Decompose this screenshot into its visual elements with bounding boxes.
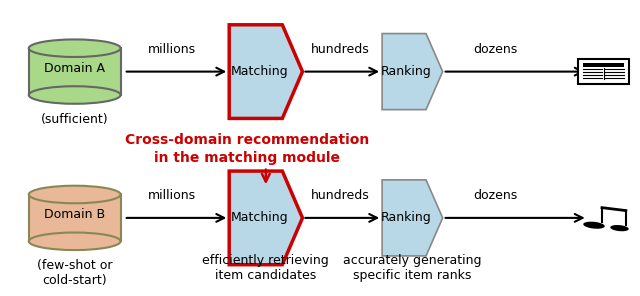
Text: Domain B: Domain B	[44, 208, 105, 221]
Text: Ranking: Ranking	[381, 65, 431, 78]
Text: in the matching module: in the matching module	[154, 151, 340, 165]
Text: dozens: dozens	[473, 43, 517, 56]
Text: Matching: Matching	[230, 211, 288, 224]
Text: hundreds: hundreds	[311, 189, 370, 202]
Text: hundreds: hundreds	[311, 43, 370, 56]
Ellipse shape	[29, 186, 120, 203]
Bar	[29, 194, 120, 241]
Text: millions: millions	[147, 189, 196, 202]
Text: Domain A: Domain A	[44, 62, 105, 75]
Text: millions: millions	[147, 43, 196, 56]
Text: accurately generating
specific item ranks: accurately generating specific item rank…	[343, 254, 482, 282]
Ellipse shape	[29, 233, 120, 250]
Text: dozens: dozens	[473, 189, 517, 202]
Polygon shape	[382, 180, 443, 256]
Ellipse shape	[583, 222, 605, 229]
Bar	[583, 63, 624, 67]
Polygon shape	[229, 25, 303, 118]
Text: (few-shot or
cold-start): (few-shot or cold-start)	[37, 259, 113, 287]
FancyBboxPatch shape	[578, 59, 629, 84]
Text: Matching: Matching	[230, 65, 288, 78]
Text: Ranking: Ranking	[381, 211, 431, 224]
Ellipse shape	[29, 86, 120, 104]
Text: efficiently retrieving
item candidates: efficiently retrieving item candidates	[202, 254, 329, 282]
Bar	[29, 48, 120, 95]
Text: Cross-domain recommendation: Cross-domain recommendation	[125, 133, 369, 147]
Ellipse shape	[29, 39, 120, 57]
Ellipse shape	[611, 225, 628, 231]
Polygon shape	[382, 33, 443, 110]
Text: (sufficient): (sufficient)	[41, 112, 109, 126]
Polygon shape	[229, 171, 303, 265]
